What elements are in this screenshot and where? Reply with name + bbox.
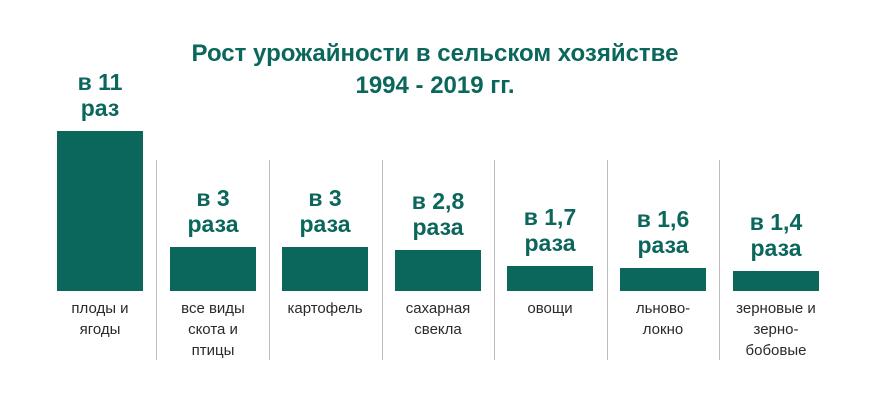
category-label-line: сахарная — [405, 300, 471, 317]
category-label-2: все виды скота и птицы — [158, 298, 268, 361]
bar-2 — [170, 247, 256, 291]
bar-value-label-line: в 11 — [77, 69, 123, 95]
category-label-line: ягоды — [79, 321, 121, 338]
column-divider — [269, 160, 270, 360]
bar-1 — [57, 131, 143, 291]
category-label-line: плоды и — [71, 300, 129, 317]
category-label-5: овощи — [495, 298, 605, 319]
category-label-line: зерно- — [753, 321, 799, 338]
bar-value-label-line: в 1,6 — [636, 206, 690, 232]
chart-title-line-2: 1994 - 2019 гг. — [355, 72, 515, 99]
bar-value-label-4: в 2,8 раза — [383, 188, 493, 240]
bar-value-label-line: в 1,4 — [749, 209, 803, 235]
bar-value-label-6: в 1,6 раза — [608, 206, 718, 258]
category-label-4: сахарная свекла — [383, 298, 493, 340]
category-label-line: бобовые — [745, 342, 807, 359]
category-label-line: картофель — [287, 300, 363, 317]
bar-value-label-line: раз — [80, 95, 120, 121]
category-label-line: птицы — [191, 342, 235, 359]
category-label-line: скота и — [188, 321, 238, 338]
bar-value-label-line: раза — [187, 211, 239, 237]
category-label-line: льново- — [635, 300, 691, 317]
bar-value-label-line: раза — [637, 232, 689, 258]
category-label-line: локно — [642, 321, 684, 338]
bar-value-label-line: в 3 — [196, 185, 230, 211]
bar-value-label-line: в 2,8 — [411, 188, 465, 214]
bar-value-label-line: в 3 — [308, 185, 342, 211]
bar-7 — [733, 271, 819, 291]
bar-6 — [620, 268, 706, 291]
category-label-6: льново-локно — [608, 298, 718, 340]
bar-value-label-line: в 1,7 — [523, 204, 577, 230]
category-label-3: картофель — [270, 298, 380, 319]
bar-3 — [282, 247, 368, 291]
bar-value-label-line: раза — [750, 235, 802, 261]
category-label-line: свекла — [414, 321, 462, 338]
column-divider — [607, 160, 608, 360]
bar-value-label-1: в 11 раз — [45, 69, 155, 121]
bar-value-label-line: раза — [412, 214, 464, 240]
category-label-line: овощи — [527, 300, 573, 317]
column-divider — [382, 160, 383, 360]
bar-value-label-5: в 1,7 раза — [495, 204, 605, 256]
bar-5 — [507, 266, 593, 291]
bar-value-label-line: раза — [524, 230, 576, 256]
category-label-1: плоды и ягоды — [45, 298, 155, 340]
column-divider — [156, 160, 157, 360]
bar-value-label-3: в 3 раза — [270, 185, 380, 237]
category-label-line: зерновые и — [736, 300, 816, 317]
chart-title-line-1: Рост урожайности в сельском хозяйстве — [191, 40, 679, 67]
column-divider — [719, 160, 720, 360]
column-divider — [494, 160, 495, 360]
bar-value-label-2: в 3 раза — [158, 185, 268, 237]
bar-value-label-7: в 1,4 раза — [721, 209, 831, 261]
category-label-line: все виды — [181, 300, 245, 317]
category-label-7: зерновые и зерно-бобовые — [721, 298, 831, 361]
bar-value-label-line: раза — [299, 211, 351, 237]
bar-4 — [395, 250, 481, 291]
